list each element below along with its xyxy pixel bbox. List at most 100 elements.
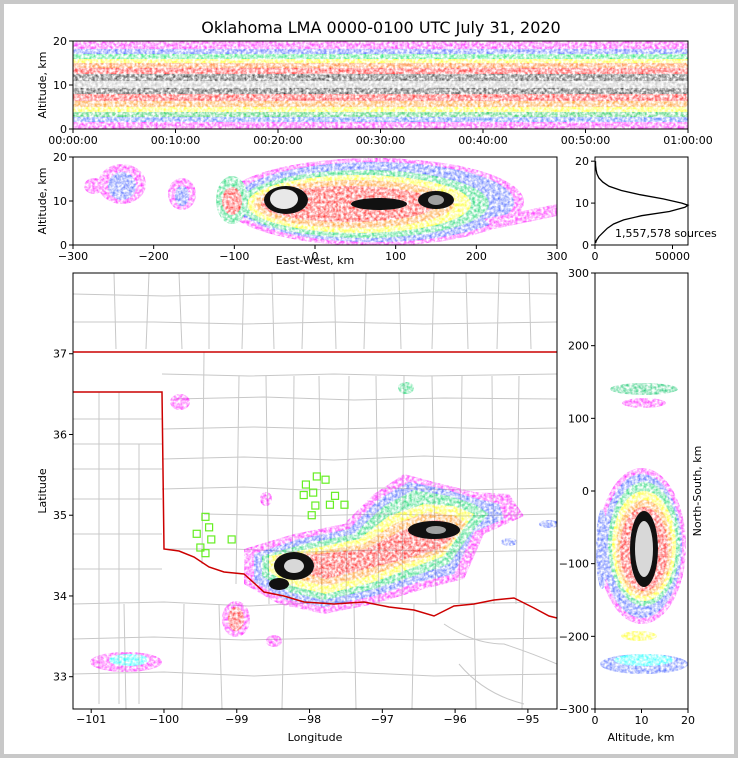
station-marker [321,475,330,484]
ew-core-center [351,198,407,210]
east-west-panel [72,156,558,246]
pv-core-east-peak [426,526,446,534]
station-marker [201,549,210,558]
ns-ylabel: North-South, km [691,446,704,537]
ns-ytick-label: −200 [559,630,589,643]
band-top-yellow [73,59,688,64]
altitude-histogram-frame [594,156,689,246]
station-marker [340,500,349,509]
station-marker [227,535,236,544]
station-marker [301,480,311,489]
station-marker [196,543,205,552]
plan-view-panel [72,272,558,710]
station-marker [309,488,318,497]
pv-core-southwest [269,578,289,590]
pv-xlabel: Longitude [288,731,343,744]
band-top-green [73,54,688,60]
time-height-panel [72,40,689,130]
pv-ytick-label: 37 [53,348,67,361]
ns-ytick-label: 100 [568,412,589,425]
ns-ytick-label: −100 [559,558,589,571]
th-xtick-label: 00:30:00 [356,134,405,147]
figure-title: Oklahoma LMA 0000-0100 UTC July 31, 2020 [201,18,560,37]
ew-ylabel: Altitude, km [36,167,49,234]
ns-xlabel: Altitude, km [607,731,674,744]
ns-ytick-label: 300 [568,267,589,280]
pv-xtick-label: −95 [516,713,539,726]
th-xtick-label: 00:50:00 [561,134,610,147]
plan-view-frame [72,272,558,710]
hist-xtick-label: 0 [592,250,599,263]
hist-ytick-label: 10 [575,197,589,210]
ew-xtick-label: −100 [219,250,249,263]
ns-ytick-label: −300 [559,703,589,716]
plan-view-map [73,273,557,709]
ew-core-west-peak [270,189,298,209]
pv-ytick-label: 35 [53,509,67,522]
station-marker [311,501,320,510]
station-marker [205,523,214,532]
pv-xtick-label: −99 [225,713,248,726]
th-ytick-label: 20 [53,35,67,48]
pv-xtick-label: −98 [298,713,321,726]
north-south-density [596,383,688,674]
pv-xtick-label: −101 [76,713,106,726]
ns-xtick-label: 20 [681,714,695,727]
ew-xlabel: East-West, km [276,254,354,267]
band-low-blue [73,117,688,123]
band-low-magenta [73,122,688,129]
th-xtick-label: 00:40:00 [458,134,507,147]
ns-ytick-label: 200 [568,340,589,353]
pv-xtick-label: −100 [149,713,179,726]
th-ytick-label: 0 [60,123,67,136]
ew-core-east-peak [428,195,444,205]
ew-xtick-label: −200 [139,250,169,263]
band-core-black [73,74,688,82]
ew-xtick-label: −300 [58,250,88,263]
county-lines [73,273,557,709]
band-core-gray [73,81,688,89]
pv-ytick-label: 33 [53,671,67,684]
hist-ytick-label: 0 [582,239,589,252]
sources-annotation: 1,557,578 sources [615,227,717,240]
station-marker [207,535,216,544]
ns-xtick-label: 0 [592,714,599,727]
altitude-histogram-line [594,161,690,244]
figure-frame: Oklahoma LMA 0000-0100 UTC July 31, 2020 [4,4,734,754]
pv-xtick-label: −97 [371,713,394,726]
hist-ytick-label: 20 [575,155,589,168]
station-marker [307,511,316,520]
time-height-density [73,41,688,129]
ew-ytick-label: 20 [53,151,67,164]
th-ylabel: Altitude, km [36,51,49,118]
pv-xtick-label: −96 [443,713,466,726]
hist-xtick-label: 50000 [655,250,690,263]
ew-xtick-label: 0 [312,250,319,263]
th-xtick-label: 00:00:00 [48,134,97,147]
lma-stations [192,472,349,558]
th-xtick-label: 00:20:00 [253,134,302,147]
ns-ytick-label: 0 [582,485,589,498]
th-xtick-label: 00:10:00 [151,134,200,147]
station-marker [192,529,201,538]
ns-core-peak [635,521,653,577]
band-top-orange [73,63,688,69]
ew-xtick-label: 300 [547,250,568,263]
ns-xtick-label: 10 [635,714,649,727]
altitude-histogram-panel: 1,557,578 sources [594,156,717,246]
pv-ytick-label: 34 [53,590,67,603]
east-west-density [84,158,557,245]
station-marker [330,491,340,500]
ew-xtick-label: 200 [466,250,487,263]
station-marker [325,500,335,509]
th-xtick-label: 01:00:00 [663,134,712,147]
band-top-magenta [73,41,688,50]
band-low-orange [73,101,688,108]
station-marker [201,512,210,521]
band-low-green [73,112,688,118]
ew-ytick-label: 0 [60,239,67,252]
pv-ytick-label: 36 [53,428,67,441]
station-marker [299,490,308,500]
band-top-blue [73,49,688,55]
ew-ytick-label: 10 [53,195,67,208]
